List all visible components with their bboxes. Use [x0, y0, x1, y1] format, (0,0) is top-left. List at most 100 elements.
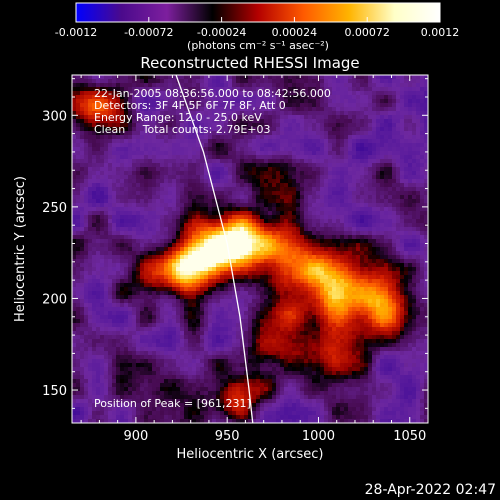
heatmap-cell [296, 87, 301, 92]
heatmap-cell [344, 219, 349, 224]
heatmap-cell [304, 91, 309, 96]
heatmap-cell [368, 103, 373, 108]
heatmap-cell [328, 131, 333, 136]
heatmap-cell [356, 295, 361, 300]
heatmap-cell [108, 207, 113, 212]
heatmap-cell [192, 199, 197, 204]
heatmap-cell [156, 283, 161, 288]
heatmap-cell [388, 207, 393, 212]
heatmap-cell [304, 115, 309, 120]
heatmap-cell [112, 107, 117, 112]
heatmap-cell [380, 199, 385, 204]
heatmap-cell [224, 95, 229, 100]
heatmap-cell [356, 179, 361, 184]
heatmap-cell [284, 211, 289, 216]
heatmap-cell [340, 283, 345, 288]
heatmap-cell [176, 135, 181, 140]
heatmap-cell [252, 287, 257, 292]
heatmap-cell [104, 103, 109, 108]
heatmap-cell [368, 95, 373, 100]
heatmap-cell [276, 259, 281, 264]
heatmap-cell [244, 207, 249, 212]
heatmap-cell [132, 135, 137, 140]
heatmap-cell [188, 255, 193, 260]
heatmap-cell [200, 275, 205, 280]
heatmap-cell [256, 203, 261, 208]
heatmap-cell [184, 151, 189, 156]
heatmap-cell [180, 227, 185, 232]
heatmap-cell [220, 239, 225, 244]
heatmap-cell [356, 159, 361, 164]
heatmap-cell [288, 215, 293, 220]
heatmap-cell [112, 139, 117, 144]
heatmap-cell [128, 207, 133, 212]
heatmap-cell [88, 147, 93, 152]
heatmap-cell [208, 275, 213, 280]
heatmap-cell [184, 271, 189, 276]
heatmap-cell [100, 151, 105, 156]
heatmap-cell [280, 155, 285, 160]
heatmap-cell [232, 87, 237, 92]
heatmap-cell [340, 143, 345, 148]
heatmap-cell [376, 191, 381, 196]
heatmap-cell [168, 243, 173, 248]
heatmap-cell [168, 175, 173, 180]
heatmap-cell [252, 99, 257, 104]
heatmap-cell [396, 115, 401, 120]
heatmap-cell [236, 119, 241, 124]
heatmap-cell [328, 211, 333, 216]
heatmap-cell [104, 251, 109, 256]
heatmap-cell [400, 159, 405, 164]
heatmap-cell [204, 119, 209, 124]
heatmap-cell [380, 135, 385, 140]
heatmap-cell [316, 151, 321, 156]
heatmap-cell [380, 227, 385, 232]
heatmap-cell [320, 87, 325, 92]
heatmap-cell [236, 151, 241, 156]
heatmap-cell [216, 279, 221, 284]
heatmap-cell [380, 247, 385, 252]
heatmap-cell [116, 219, 121, 224]
heatmap-cell [272, 263, 277, 268]
heatmap-cell [400, 247, 405, 252]
heatmap-cell [372, 211, 377, 216]
heatmap-cell [100, 147, 105, 152]
heatmap-cell [288, 207, 293, 212]
heatmap-cell [168, 239, 173, 244]
heatmap-cell [268, 75, 273, 80]
heatmap-cell [236, 155, 241, 160]
heatmap-cell [324, 147, 329, 152]
heatmap-cell [420, 127, 425, 132]
heatmap-cell [196, 123, 201, 128]
heatmap-cell [412, 271, 417, 276]
heatmap-cell [132, 203, 137, 208]
heatmap-cell [156, 79, 161, 84]
heatmap-cell [400, 251, 405, 256]
heatmap-cell [192, 111, 197, 116]
heatmap-cell [160, 283, 165, 288]
heatmap-cell [220, 279, 225, 284]
heatmap-cell [328, 163, 333, 168]
heatmap-cell [352, 191, 357, 196]
heatmap-cell [324, 103, 329, 108]
heatmap-cell [420, 195, 425, 200]
heatmap-cell [348, 295, 353, 300]
heatmap-cell [308, 103, 313, 108]
heatmap-cell [268, 259, 273, 264]
heatmap-cell [400, 147, 405, 152]
heatmap-cell [220, 95, 225, 100]
heatmap-cell [116, 211, 121, 216]
heatmap-cell [368, 83, 373, 88]
heatmap-cell [404, 251, 409, 256]
heatmap-cell [192, 171, 197, 176]
heatmap-cell [240, 263, 245, 268]
heatmap-cell [372, 167, 377, 172]
heatmap-cell [348, 203, 353, 208]
heatmap-cell [288, 223, 293, 228]
heatmap-cell [168, 143, 173, 148]
heatmap-cell [72, 187, 77, 192]
heatmap-cell [108, 115, 113, 120]
heatmap-cell [76, 243, 81, 248]
heatmap-cell [292, 139, 297, 144]
heatmap-cell [312, 227, 317, 232]
